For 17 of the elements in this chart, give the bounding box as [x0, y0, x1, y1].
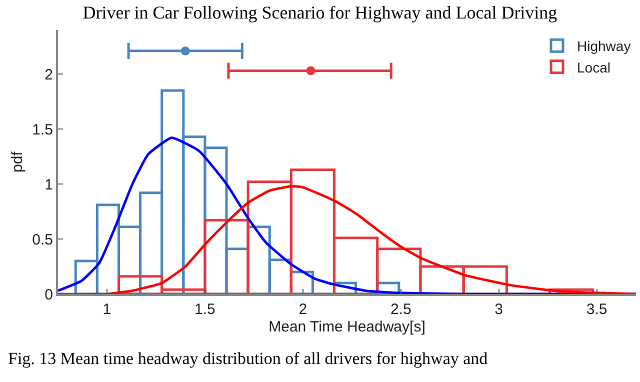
- legend-label: Local: [577, 59, 610, 76]
- y-tick-label: 0.5: [32, 231, 53, 248]
- x-tick-label: 3: [494, 301, 504, 318]
- y-axis-title: pdf: [8, 150, 26, 172]
- y-tick-label: 1: [44, 176, 53, 194]
- y-tick-label: 0: [44, 286, 53, 304]
- x-tick-label: 2.5: [390, 301, 412, 318]
- legend-label: Highway: [577, 38, 631, 54]
- x-tick-label: 1: [102, 301, 112, 318]
- x-tick-label: 2: [298, 301, 308, 318]
- x-axis-title: Mean Time Headway[s]: [268, 318, 426, 336]
- x-tick-label: 1.5: [194, 301, 216, 318]
- y-tick-label: 1.5: [32, 121, 53, 138]
- y-tick-label: 2: [44, 66, 53, 84]
- caption: Fig. 13 Mean time headway distribution of all drivers for highway and: [8, 349, 488, 368]
- x-tick-label: 3.5: [586, 301, 608, 318]
- chart-title: Driver in Car Following Scenario for Highway and Local Driving: [82, 2, 558, 22]
